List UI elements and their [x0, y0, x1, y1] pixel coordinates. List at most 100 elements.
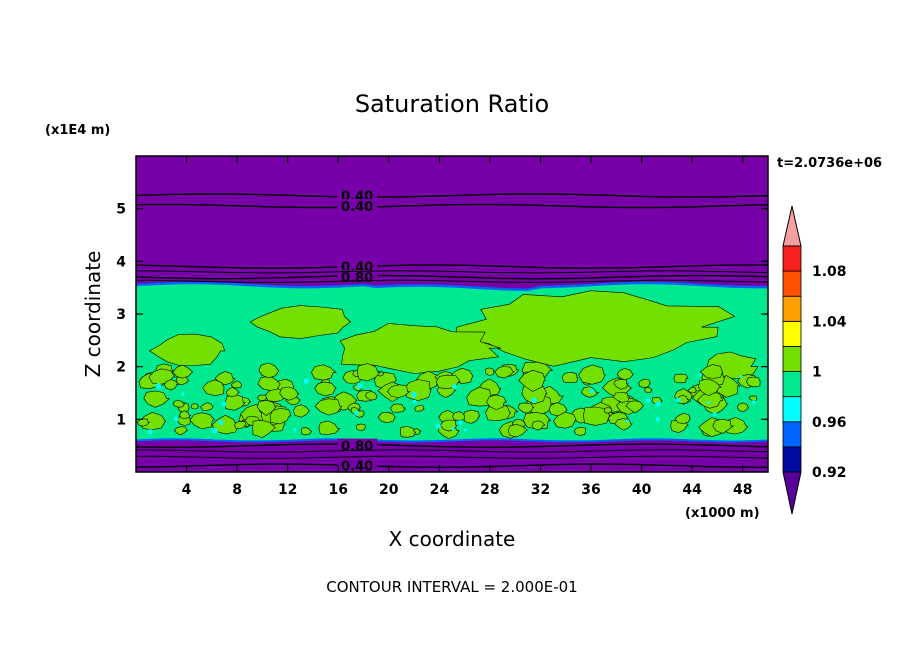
cloud-patch — [399, 426, 417, 438]
contour-label-bg — [337, 259, 378, 274]
x-scale-label: (x1000 m) — [685, 506, 760, 521]
y-tick-label: 4 — [116, 254, 126, 270]
cloud-patch — [314, 381, 337, 397]
cloud-speck — [645, 398, 651, 403]
cloud-patch — [200, 402, 214, 411]
contour-line — [136, 455, 769, 459]
colorbar-segment — [782, 270, 802, 297]
contour-label: 0.40 — [341, 200, 373, 215]
cloud-patch — [414, 405, 425, 412]
cloud-patch — [191, 403, 199, 410]
cloud-speck — [589, 388, 595, 394]
cloud-patch — [452, 411, 466, 421]
x-tick-label: 4 — [182, 482, 192, 498]
cloud-patch — [225, 393, 246, 411]
cloud-patch — [613, 379, 629, 390]
colorbar-segment — [782, 295, 802, 322]
cloud-patch — [202, 379, 225, 397]
cloud-patch — [644, 387, 653, 393]
cloud-patch — [638, 378, 651, 388]
cloud-speck — [706, 400, 710, 405]
colorbar-segment — [782, 446, 802, 473]
colorbar-tick-label: 0.92 — [812, 465, 847, 481]
cloud-speck — [410, 392, 417, 398]
colorbar-segment — [782, 346, 802, 372]
cloud-speck — [293, 427, 297, 432]
cloud-speck — [412, 399, 417, 404]
x-tick-label: 24 — [430, 482, 450, 498]
x-tick-label: 16 — [328, 482, 347, 498]
contour-label-bg — [337, 188, 378, 203]
x-tick-label: 8 — [232, 482, 242, 498]
contour-line — [136, 449, 769, 453]
cloud-speck — [655, 401, 661, 407]
cloud-patch — [314, 398, 343, 416]
colorbar-tick-label: 1.08 — [812, 264, 847, 280]
contour-line — [136, 279, 769, 283]
x-tick-label: 12 — [278, 482, 297, 498]
colorbar-tick-label: 0.96 — [812, 415, 847, 431]
contour-label: 0.40 — [341, 460, 373, 475]
cloud-patch — [230, 380, 243, 389]
contour-line — [135, 443, 769, 448]
contour-line — [135, 264, 769, 269]
cloud-patch — [674, 412, 691, 424]
colorbar-tick-label: 1.04 — [812, 314, 847, 330]
cloud-patch — [486, 394, 507, 410]
cloud-patch — [377, 411, 396, 424]
colorbar-under-arrow — [782, 471, 802, 515]
cloud-patch — [531, 420, 546, 431]
cloud-speck — [698, 373, 703, 377]
cloud-patch — [214, 371, 236, 386]
cloud-patch — [293, 404, 310, 418]
cloud-speck — [752, 400, 756, 404]
x-axis-ticks: 4 8 12 16 20 24 28 32 36 40 44 48 — [182, 156, 752, 498]
cloud-speck — [303, 378, 309, 384]
cloud-patch — [136, 418, 151, 427]
cloud-patch — [616, 368, 635, 381]
cloud-patch — [356, 363, 381, 382]
cloud-speck — [458, 420, 463, 425]
cloud-patch — [172, 400, 186, 408]
contour-label: 0.80 — [341, 271, 373, 286]
cloud-speck — [739, 375, 743, 379]
cloud-patch — [234, 421, 247, 429]
cloud-patch — [149, 333, 226, 366]
y-axis-ticks: 1 2 3 4 5 — [116, 202, 768, 428]
colorbar-segment — [782, 396, 802, 423]
cloud-patch — [507, 424, 529, 438]
contour-label-bg — [337, 438, 378, 453]
cloud-speck — [435, 423, 441, 429]
colorbar-tick-label: 1 — [812, 365, 822, 381]
cloud-patch — [279, 386, 300, 401]
cloud-speck — [354, 410, 360, 416]
y-tick-label: 1 — [116, 412, 126, 428]
cloud-patch — [269, 408, 292, 425]
cloud-patch — [518, 369, 546, 392]
y-tick-label: 2 — [116, 360, 126, 376]
cloud-patch — [573, 426, 587, 436]
cloud-speck — [147, 429, 153, 435]
cloud-speck — [155, 383, 162, 389]
cloud-patch — [256, 399, 277, 416]
contour-label: 0.80 — [341, 440, 373, 455]
x-tick-label: 40 — [632, 482, 652, 498]
cloud-patch — [301, 427, 313, 436]
colorbar-segment — [782, 245, 802, 272]
cloud-patch — [172, 364, 194, 379]
cloud-patch — [736, 402, 750, 413]
cloud-speck — [212, 427, 218, 434]
cloud-patch — [318, 420, 341, 435]
cloud-patch — [257, 375, 281, 391]
cloud-speck — [655, 416, 661, 422]
cloud-patch — [211, 414, 240, 435]
colorbar-over-arrow — [782, 205, 802, 247]
cloud-patch — [189, 412, 216, 430]
contour-label-bg — [337, 199, 378, 214]
cloud-patch — [553, 411, 577, 429]
contour-line — [135, 203, 769, 209]
x-tick-label: 28 — [480, 482, 499, 498]
cloud-patch — [386, 384, 411, 398]
cloud-speck — [625, 419, 629, 423]
cloud-patch — [225, 387, 240, 397]
